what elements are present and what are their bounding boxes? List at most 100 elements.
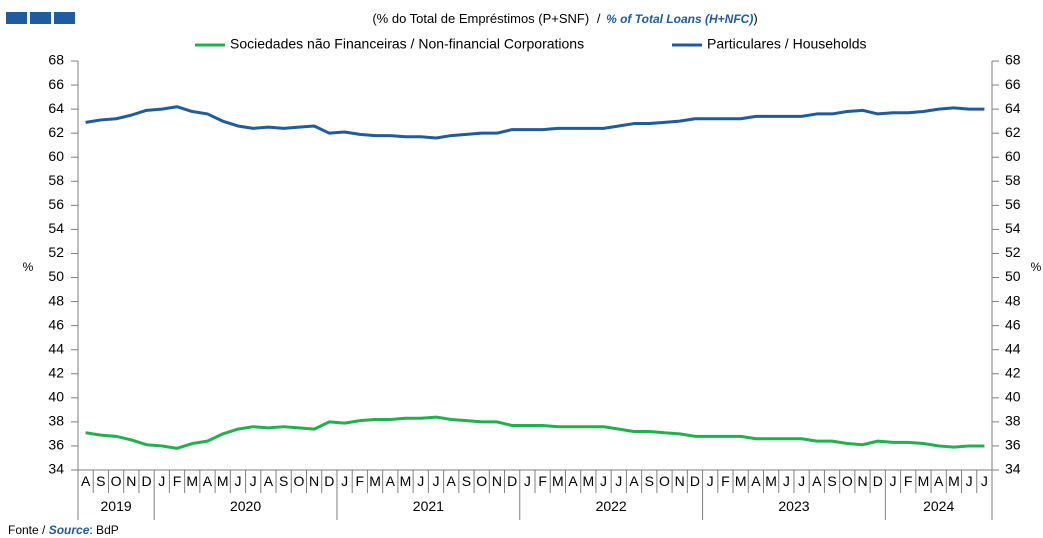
x-tick-label: S bbox=[96, 473, 105, 489]
x-tick-label: F bbox=[721, 473, 730, 489]
y-tick-label: 40 bbox=[48, 389, 64, 405]
logo-block bbox=[30, 12, 51, 24]
x-tick-label: M bbox=[918, 473, 930, 489]
x-tick-label: A bbox=[386, 473, 396, 489]
x-tick-label: A bbox=[203, 473, 213, 489]
x-tick-label: J bbox=[798, 473, 805, 489]
x-tick-label: O bbox=[659, 473, 670, 489]
x-tick-label: S bbox=[279, 473, 288, 489]
y-tick-label: 52 bbox=[48, 244, 64, 260]
x-tick-label: M bbox=[765, 473, 777, 489]
x-tick-label: A bbox=[629, 473, 639, 489]
x-tick-label: F bbox=[538, 473, 547, 489]
x-tick-label: M bbox=[186, 473, 198, 489]
y-tick-label: 54 bbox=[48, 220, 64, 236]
y2-tick-label: 58 bbox=[1005, 172, 1021, 188]
year-label: 2023 bbox=[778, 498, 809, 514]
y-tick-label: 48 bbox=[48, 292, 64, 308]
legend-label: Sociedades não Financeiras / Non-financi… bbox=[230, 36, 584, 52]
x-tick-label: D bbox=[507, 473, 517, 489]
x-tick-label: D bbox=[324, 473, 334, 489]
chart-title: (% do Total de Empréstimos (P+SNF) / % o… bbox=[372, 11, 757, 26]
source: Fonte / Source: BdP bbox=[8, 523, 119, 537]
x-tick-label: M bbox=[948, 473, 960, 489]
y-tick-label: 44 bbox=[48, 340, 64, 356]
source-value: : BdP bbox=[89, 523, 118, 537]
y-tick-label: 64 bbox=[48, 100, 64, 116]
x-tick-label: N bbox=[675, 473, 685, 489]
y2-axis-label: % bbox=[1031, 260, 1042, 274]
x-tick-label: N bbox=[309, 473, 319, 489]
x-tick-label: F bbox=[173, 473, 182, 489]
x-tick-label: A bbox=[568, 473, 578, 489]
x-tick-label: M bbox=[400, 473, 412, 489]
y2-tick-label: 64 bbox=[1005, 100, 1021, 116]
x-tick-label: J bbox=[981, 473, 988, 489]
x-tick-label: J bbox=[158, 473, 165, 489]
x-tick-label: A bbox=[812, 473, 822, 489]
y2-tick-label: 36 bbox=[1005, 437, 1021, 453]
y2-tick-label: 62 bbox=[1005, 124, 1021, 140]
year-label: 2022 bbox=[596, 498, 627, 514]
x-tick-label: S bbox=[827, 473, 836, 489]
x-tick-label: A bbox=[81, 473, 91, 489]
x-tick-label: M bbox=[369, 473, 381, 489]
x-tick-label: J bbox=[889, 473, 896, 489]
x-tick-label: D bbox=[873, 473, 883, 489]
title-pt: (% do Total de Empréstimos (P+SNF) bbox=[372, 11, 589, 26]
x-tick-label: F bbox=[904, 473, 913, 489]
logo-block bbox=[54, 12, 75, 24]
x-tick-label: J bbox=[966, 473, 973, 489]
y2-tick-label: 60 bbox=[1005, 148, 1021, 164]
x-tick-label: M bbox=[735, 473, 747, 489]
x-tick-label: O bbox=[476, 473, 487, 489]
data-line bbox=[85, 415, 985, 450]
y-axis-label: % bbox=[23, 260, 34, 274]
y-tick-label: 42 bbox=[48, 364, 64, 380]
x-tick-label: J bbox=[600, 473, 607, 489]
title-en: % of Total Loans (H+NFC) bbox=[606, 12, 753, 26]
x-tick-label: O bbox=[842, 473, 853, 489]
y-tick-label: 46 bbox=[48, 316, 64, 332]
y-tick-label: 38 bbox=[48, 413, 64, 429]
y-tick-label: 50 bbox=[48, 268, 64, 284]
x-tick-label: O bbox=[293, 473, 304, 489]
x-tick-label: J bbox=[234, 473, 241, 489]
y2-tick-label: 40 bbox=[1005, 389, 1021, 405]
x-tick-label: M bbox=[217, 473, 229, 489]
y-tick-label: 34 bbox=[48, 461, 64, 477]
y-tick-label: 36 bbox=[48, 437, 64, 453]
y-tick-label: 66 bbox=[48, 76, 64, 92]
y2-tick-label: 38 bbox=[1005, 413, 1021, 429]
x-tick-label: J bbox=[524, 473, 531, 489]
x-tick-label: J bbox=[250, 473, 257, 489]
y2-tick-label: 46 bbox=[1005, 316, 1021, 332]
y2-tick-label: 34 bbox=[1005, 461, 1021, 477]
title-close: ) bbox=[753, 11, 757, 26]
x-tick-label: N bbox=[857, 473, 867, 489]
y2-tick-label: 50 bbox=[1005, 268, 1021, 284]
y-tick-label: 58 bbox=[48, 172, 64, 188]
x-tick-label: S bbox=[462, 473, 471, 489]
y2-tick-label: 54 bbox=[1005, 220, 1021, 236]
year-label: 2019 bbox=[101, 498, 132, 514]
x-tick-label: J bbox=[783, 473, 790, 489]
year-label: 2020 bbox=[230, 498, 261, 514]
y-tick-label: 68 bbox=[48, 52, 64, 68]
x-tick-label: M bbox=[552, 473, 564, 489]
x-tick-label: J bbox=[615, 473, 622, 489]
year-label: 2024 bbox=[923, 498, 954, 514]
y-tick-label: 56 bbox=[48, 196, 64, 212]
title-sep: / bbox=[597, 11, 601, 26]
source-label: Fonte / bbox=[8, 523, 46, 537]
x-tick-label: M bbox=[582, 473, 594, 489]
y-tick-label: 62 bbox=[48, 124, 64, 140]
x-tick-label: A bbox=[751, 473, 761, 489]
x-tick-label: N bbox=[492, 473, 502, 489]
y2-tick-label: 44 bbox=[1005, 340, 1021, 356]
y-tick-label: 60 bbox=[48, 148, 64, 164]
y2-tick-label: 56 bbox=[1005, 196, 1021, 212]
x-tick-label: J bbox=[432, 473, 439, 489]
source-en: Source bbox=[49, 523, 90, 537]
